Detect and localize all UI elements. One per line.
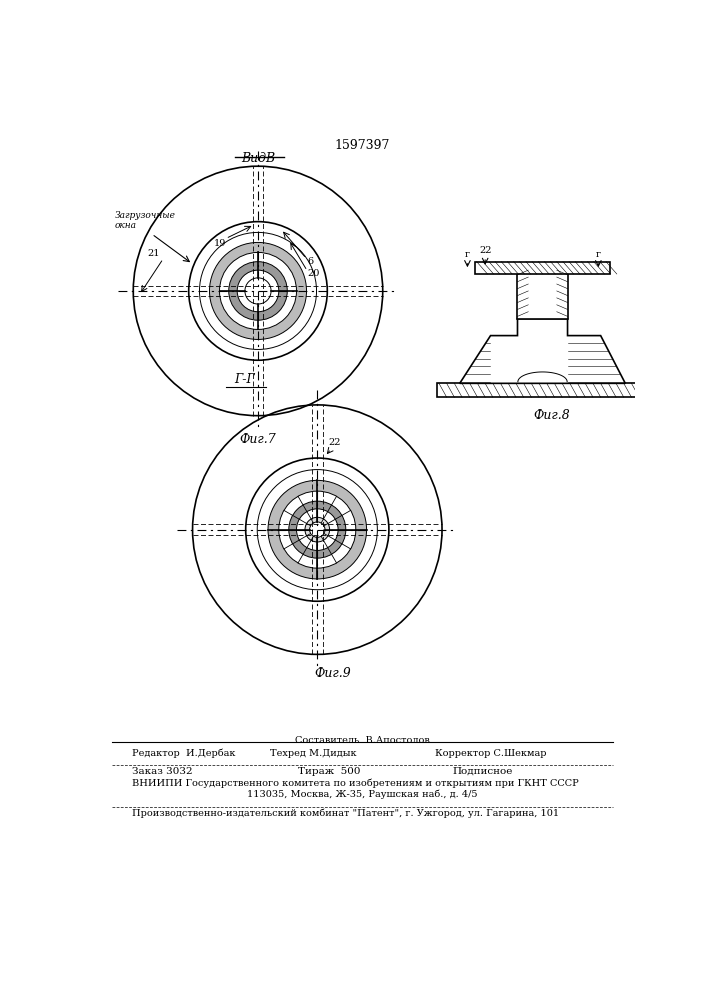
Text: 1597397: 1597397 [334,139,390,152]
Circle shape [296,509,338,550]
Text: ВидВ: ВидВ [241,152,275,165]
Circle shape [310,522,325,537]
Text: Тираж  500: Тираж 500 [298,767,360,776]
Text: 20: 20 [308,269,320,278]
Circle shape [268,480,366,579]
Text: Загрузочные: Загрузочные [115,211,176,220]
Circle shape [245,278,271,304]
Circle shape [288,501,346,558]
Text: 113035, Москва, Ж-35, Раушская наб., д. 4/5: 113035, Москва, Ж-35, Раушская наб., д. … [247,790,477,799]
Text: 21: 21 [148,249,160,258]
Text: Фиг.9: Фиг.9 [315,667,351,680]
Text: 22: 22 [329,438,341,447]
Text: 22: 22 [479,246,491,255]
Circle shape [219,252,296,329]
Text: Корректор С.Шекмар: Корректор С.Шекмар [435,749,547,758]
Text: Подписное: Подписное [452,767,513,776]
Circle shape [209,242,307,339]
Text: Г-Г: Г-Г [234,373,255,386]
Circle shape [238,270,279,312]
Polygon shape [475,262,610,274]
Text: 19: 19 [214,239,226,248]
Text: Редактор  И.Дербак: Редактор И.Дербак [132,748,236,758]
Text: Заказ 3032: Заказ 3032 [132,767,193,776]
Text: окна: окна [115,221,136,230]
Circle shape [229,262,287,320]
Text: Фиг.8: Фиг.8 [534,409,571,422]
Text: Производственно-издательский комбинат "Патент", г. Ужгород, ул. Гагарина, 101: Производственно-издательский комбинат "П… [132,808,560,818]
Polygon shape [460,319,625,383]
Circle shape [305,517,329,542]
Text: Фиг.7: Фиг.7 [240,433,276,446]
Text: г: г [465,250,470,259]
Circle shape [279,491,356,568]
Polygon shape [518,270,568,319]
Text: ВНИИПИ Государственного комитета по изобретениям и открытиям при ГКНТ СССР: ВНИИПИ Государственного комитета по изоб… [132,779,579,788]
Polygon shape [437,383,637,397]
Text: Техред М.Дидык: Техред М.Дидык [270,749,357,758]
Text: Составитель  В.Апостолов: Составитель В.Апостолов [295,736,429,745]
Text: г: г [596,250,601,259]
Text: 6: 6 [308,257,313,266]
